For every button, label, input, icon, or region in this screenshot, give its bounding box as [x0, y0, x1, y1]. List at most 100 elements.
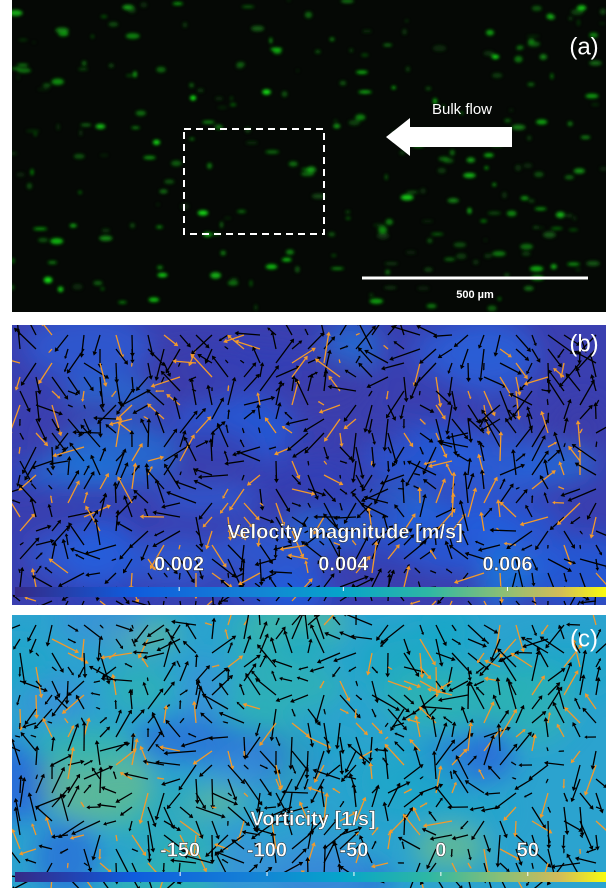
speckle [118, 301, 127, 303]
speckle [207, 163, 212, 169]
colorbar-tick-label: 0.004 [318, 553, 369, 575]
vector-head [401, 314, 405, 319]
speckle [540, 54, 547, 59]
speckle [286, 250, 294, 255]
speckle [405, 251, 416, 255]
speckle [153, 140, 160, 145]
speckle [126, 75, 133, 77]
speckle [523, 163, 532, 168]
speckle [551, 73, 553, 79]
vector [20, 779, 21, 793]
speckle [485, 166, 489, 169]
speckle [483, 51, 494, 56]
speckle [143, 156, 155, 159]
vector-head [334, 609, 338, 614]
vector-head [110, 608, 115, 612]
vector-head [592, 606, 597, 610]
speckle [473, 260, 479, 265]
speckle [546, 14, 553, 20]
speckle [7, 152, 18, 155]
speckle [128, 7, 136, 13]
speckle [17, 173, 25, 177]
speckle [157, 273, 167, 277]
speckle [589, 61, 602, 66]
speckle [37, 88, 49, 90]
vector [596, 443, 597, 447]
colorbar-tick-label: 0.006 [482, 553, 532, 575]
speckle [502, 192, 507, 198]
colorbar-tick-label: 50 [517, 839, 539, 861]
speckle [126, 33, 140, 39]
vector [494, 530, 516, 531]
speckle [255, 305, 257, 311]
vector [308, 461, 309, 465]
speckle [183, 22, 187, 27]
speckle [498, 297, 501, 300]
vector-head [425, 608, 429, 613]
speckle [591, 103, 599, 105]
vector-head [318, 317, 323, 321]
vector-head [354, 610, 359, 614]
speckle [385, 263, 399, 265]
speckle [532, 6, 542, 11]
speckle [586, 261, 600, 266]
colorbar-title: Velocity magnitude [m/s] [227, 521, 463, 543]
speckle [565, 175, 574, 179]
speckle [230, 278, 238, 280]
speckle [340, 81, 346, 85]
speckle [70, 224, 77, 227]
speckle [536, 227, 544, 229]
speckle [72, 284, 82, 290]
vector [196, 657, 197, 667]
speckle [573, 216, 576, 221]
speckle [250, 280, 252, 287]
speckle [38, 238, 49, 242]
speckle [420, 188, 426, 193]
speckle [140, 2, 147, 7]
speckle [551, 227, 563, 229]
speckle [348, 120, 360, 125]
vector [404, 817, 405, 835]
speckle [384, 286, 397, 289]
speckle [215, 97, 223, 100]
speckle [82, 61, 86, 66]
speckle [74, 154, 85, 159]
scale-bar-label: 500 µm [456, 289, 494, 301]
speckle [401, 195, 414, 201]
vector-head [193, 609, 196, 612]
vector [285, 792, 308, 793]
speckle [164, 180, 174, 184]
vector [19, 447, 20, 452]
speckle [156, 226, 163, 229]
speckle [157, 266, 163, 270]
speckle [456, 253, 466, 259]
speckle [237, 62, 245, 67]
speckle [131, 127, 140, 129]
speckle [551, 264, 557, 269]
speckle [383, 44, 392, 46]
vector-head [3, 873, 7, 878]
speckle [159, 190, 167, 194]
vector-head [15, 319, 20, 323]
vector [100, 770, 101, 793]
speckle [331, 268, 344, 270]
speckle [34, 133, 36, 137]
vector [212, 779, 213, 805]
vector-head [0, 837, 4, 842]
speckle [402, 29, 406, 35]
speckle [189, 83, 193, 88]
speckle [33, 228, 47, 231]
speckle [527, 136, 531, 141]
speckle [334, 120, 337, 122]
speckle [130, 223, 135, 228]
speckle [230, 103, 236, 105]
vector [404, 461, 405, 464]
speckle [17, 64, 29, 66]
speckle [484, 153, 494, 157]
vector [228, 412, 229, 419]
speckle [12, 258, 15, 263]
speckle [266, 264, 278, 269]
speckle [543, 232, 556, 238]
speckle [450, 150, 455, 156]
colorbar [15, 587, 606, 597]
